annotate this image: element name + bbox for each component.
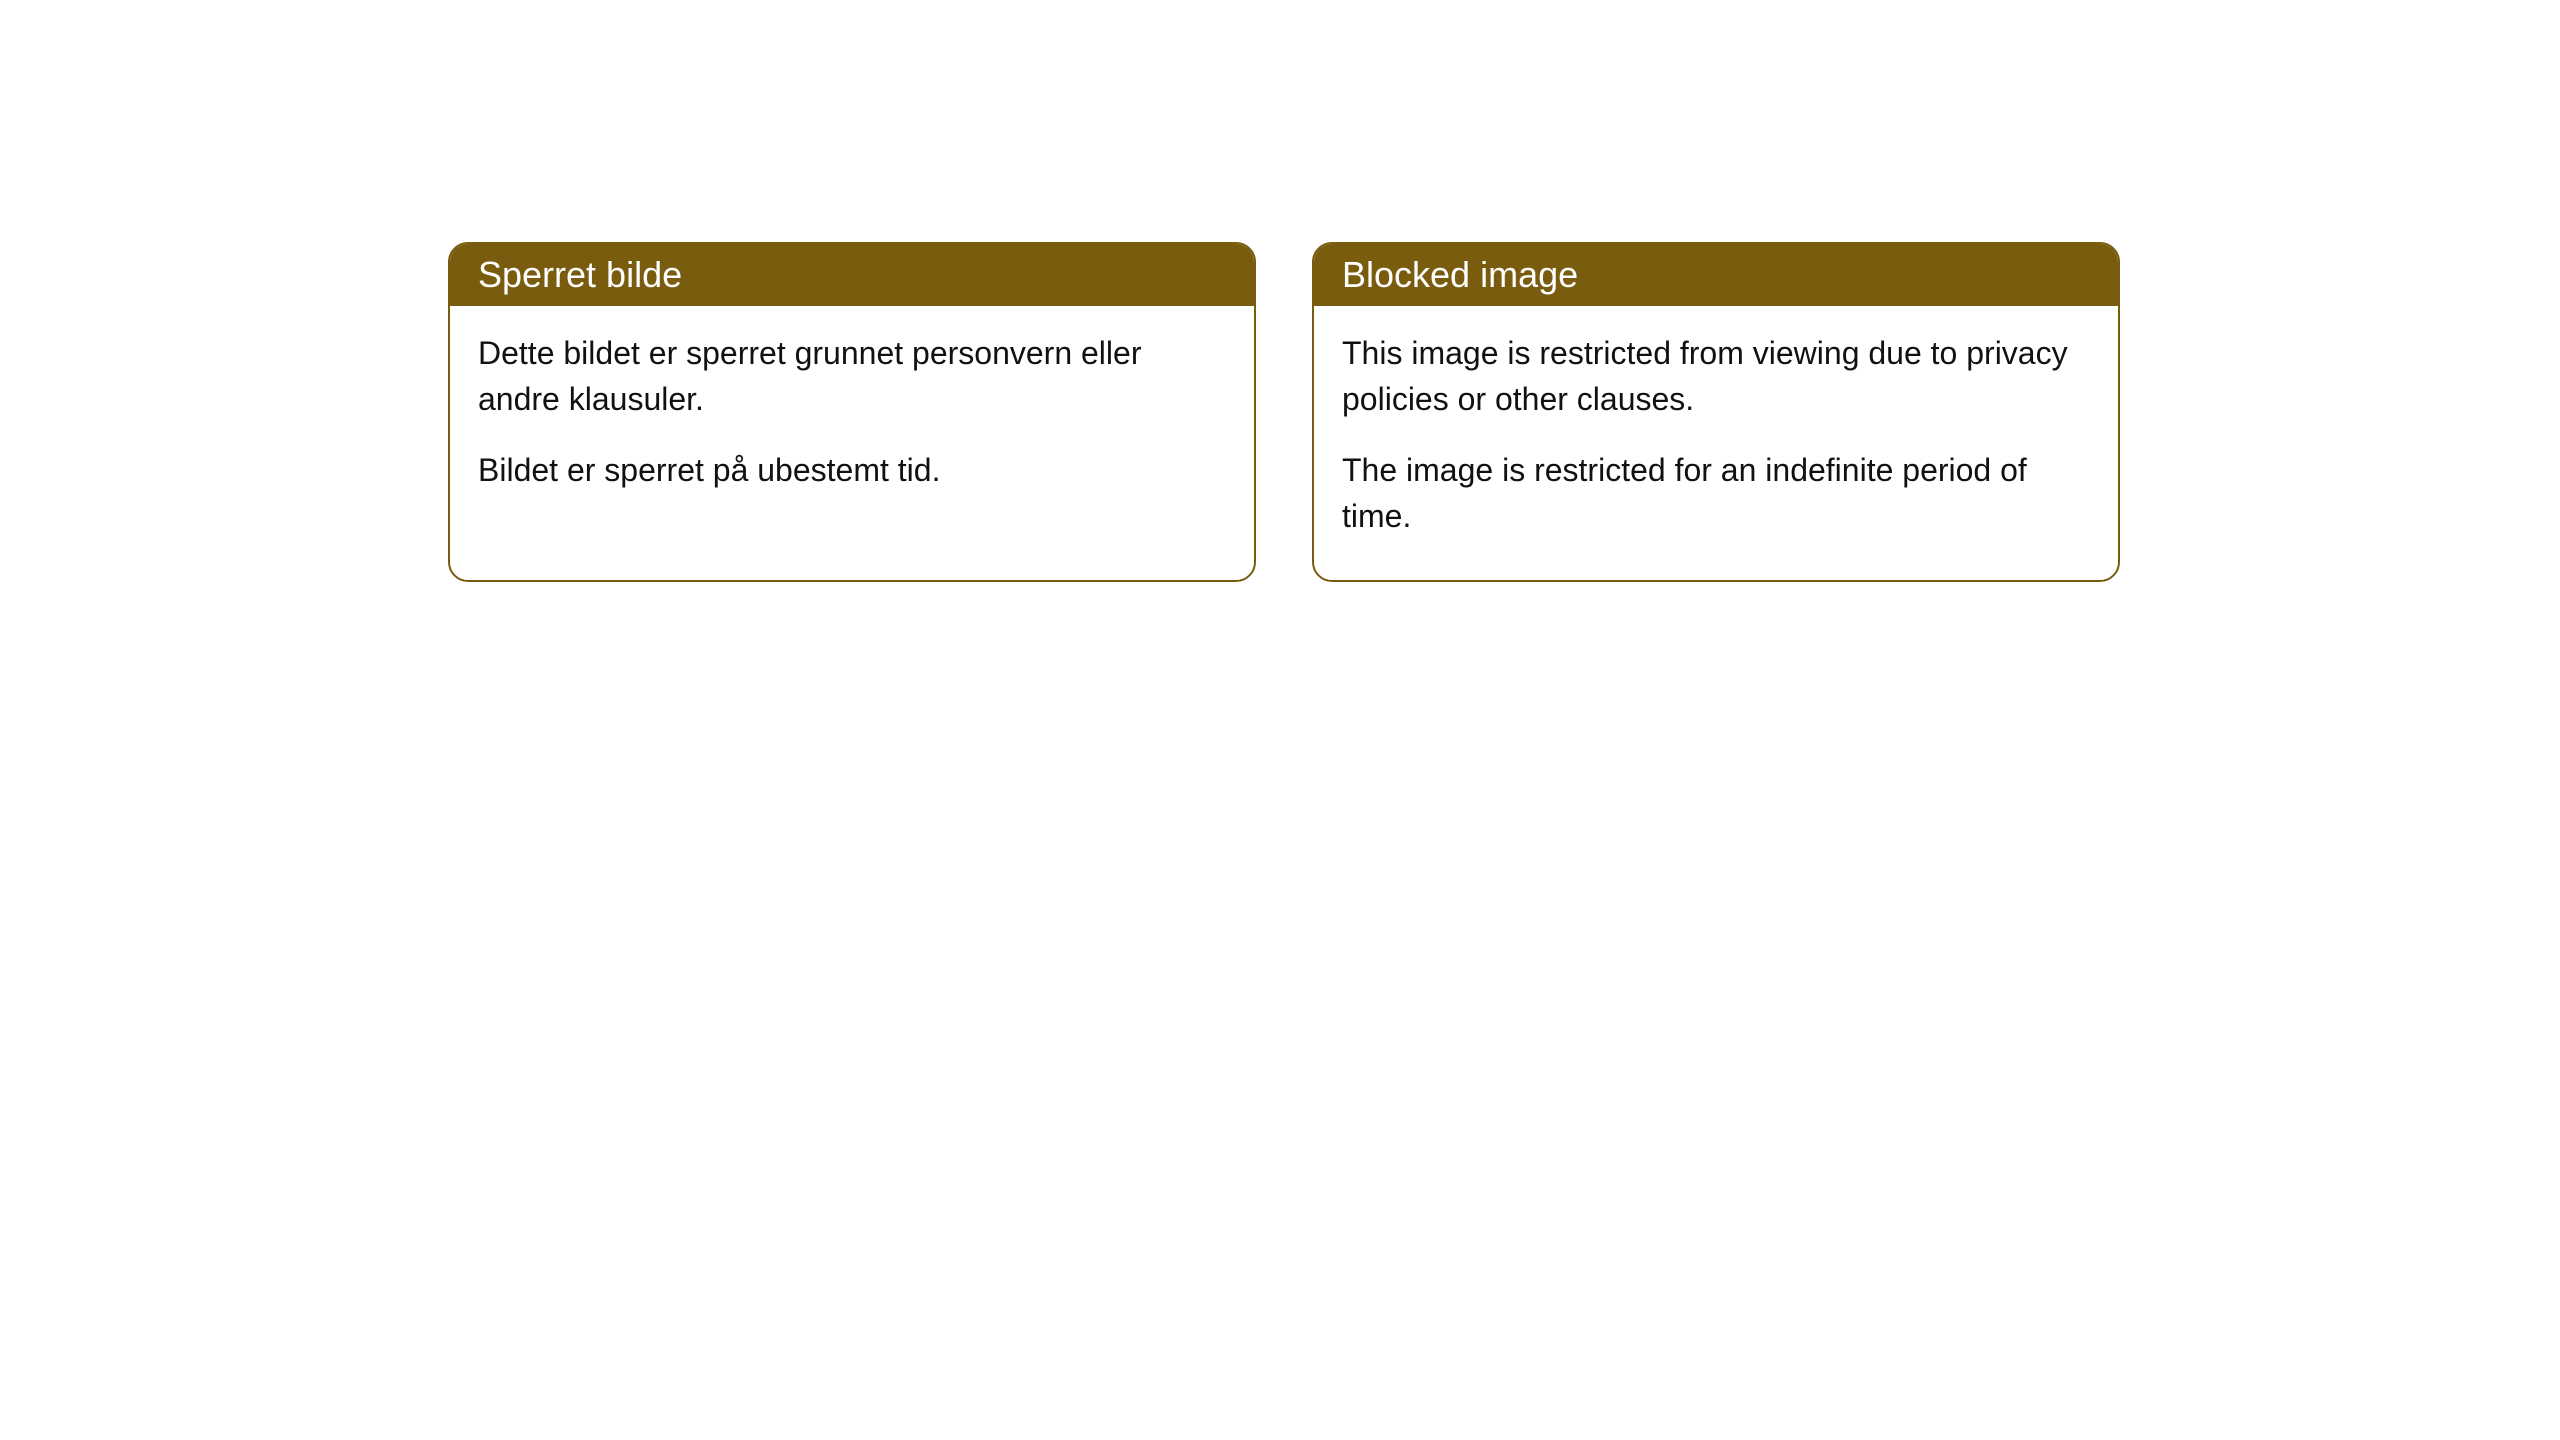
card-body: Dette bildet er sperret grunnet personve… — [450, 306, 1254, 533]
card-title: Sperret bilde — [478, 254, 682, 295]
card-title: Blocked image — [1342, 254, 1578, 295]
card-paragraph: This image is restricted from viewing du… — [1342, 330, 2090, 423]
cards-container: Sperret bilde Dette bildet er sperret gr… — [0, 0, 2560, 582]
card-header: Blocked image — [1314, 244, 2118, 306]
blocked-image-card-english: Blocked image This image is restricted f… — [1312, 242, 2120, 582]
blocked-image-card-norwegian: Sperret bilde Dette bildet er sperret gr… — [448, 242, 1256, 582]
card-body: This image is restricted from viewing du… — [1314, 306, 2118, 580]
card-header: Sperret bilde — [450, 244, 1254, 306]
card-paragraph: Bildet er sperret på ubestemt tid. — [478, 447, 1226, 493]
card-paragraph: Dette bildet er sperret grunnet personve… — [478, 330, 1226, 423]
card-paragraph: The image is restricted for an indefinit… — [1342, 447, 2090, 540]
